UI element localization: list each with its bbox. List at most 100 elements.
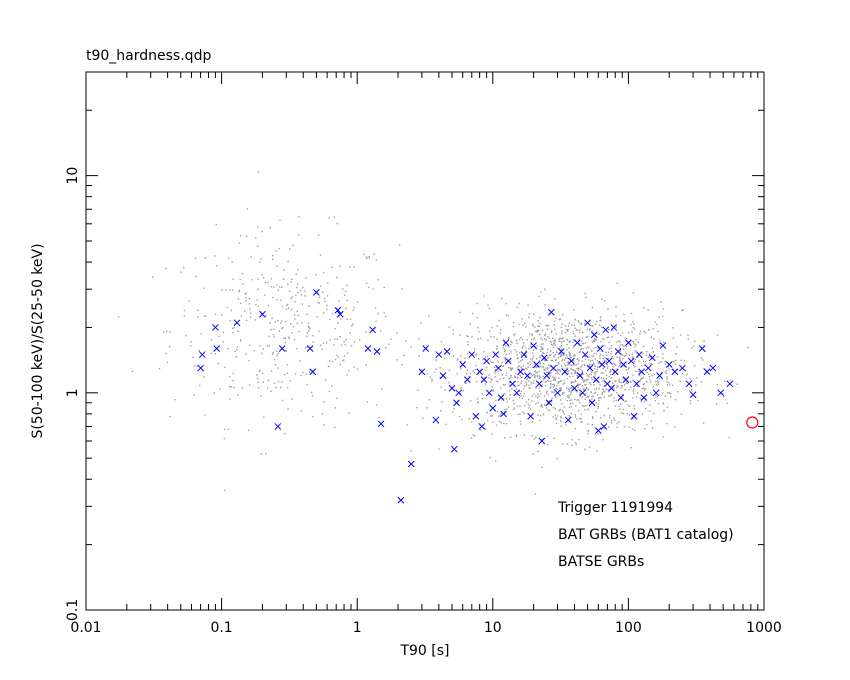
bat-point — [369, 326, 377, 334]
batse-point — [281, 327, 283, 330]
batse-point — [637, 341, 639, 343]
batse-point — [583, 389, 585, 391]
batse-point — [513, 403, 515, 405]
batse-point — [689, 400, 692, 402]
batse-point — [406, 424, 408, 426]
bat-point — [564, 416, 572, 424]
bat-point — [520, 351, 528, 358]
batse-point — [294, 301, 296, 303]
batse-point — [632, 397, 634, 399]
batse-point — [274, 321, 276, 323]
batse-point — [489, 360, 492, 362]
batse-point — [333, 216, 336, 218]
bat-point — [594, 427, 602, 434]
batse-point — [545, 392, 548, 394]
batse-point — [441, 401, 443, 403]
batse-point — [601, 350, 603, 353]
batse-point — [586, 336, 589, 338]
batse-point — [642, 345, 645, 348]
batse-point — [722, 393, 724, 395]
batse-point — [613, 362, 615, 364]
batse-point — [701, 359, 704, 361]
batse-point — [578, 410, 580, 412]
batse-point — [524, 356, 526, 359]
batse-point — [632, 390, 635, 392]
batse-point — [574, 319, 576, 321]
bat-point — [533, 361, 540, 368]
batse-point — [588, 347, 590, 349]
batse-point — [554, 328, 556, 331]
batse-point — [570, 406, 572, 408]
batse-point — [523, 412, 526, 415]
batse-point — [431, 378, 433, 380]
batse-point — [581, 385, 583, 387]
batse-point — [494, 376, 497, 378]
batse-point — [353, 266, 355, 268]
batse-point — [668, 392, 671, 394]
batse-point — [343, 341, 345, 343]
batse-point — [556, 368, 559, 370]
bat-point — [336, 310, 344, 318]
batse-point — [623, 426, 626, 428]
batse-point — [183, 315, 186, 317]
batse-point — [435, 359, 437, 361]
batse-point — [328, 360, 331, 362]
batse-point — [509, 436, 512, 439]
batse-point — [296, 347, 298, 350]
batse-point — [277, 380, 280, 383]
bat-point — [622, 376, 630, 383]
batse-point — [581, 396, 583, 398]
batse-point — [329, 339, 331, 341]
batse-point — [656, 356, 659, 358]
batse-point — [578, 438, 580, 441]
batse-point — [598, 397, 600, 399]
batse-point — [477, 327, 479, 329]
batse-point — [523, 342, 525, 344]
batse-point — [533, 376, 536, 378]
batse-point — [541, 329, 544, 332]
batse-point — [453, 408, 455, 410]
bat-point — [480, 376, 488, 383]
batse-point — [520, 366, 522, 368]
batse-point — [609, 395, 611, 397]
batse-point — [564, 325, 567, 327]
batse-point — [587, 432, 589, 435]
batse-point — [662, 357, 664, 359]
batse-point — [581, 364, 583, 367]
batse-point — [543, 352, 545, 354]
batse-point — [491, 433, 494, 435]
batse-point — [267, 304, 270, 307]
batse-point — [553, 388, 555, 390]
batse-point — [675, 359, 677, 362]
batse-point — [334, 338, 336, 340]
batse-point — [598, 333, 600, 335]
batse-point — [623, 345, 625, 347]
batse-point — [591, 363, 594, 366]
batse-point — [248, 303, 251, 305]
batse-point — [524, 352, 526, 354]
batse-point — [590, 391, 592, 393]
batse-point — [542, 414, 545, 416]
batse-point — [509, 394, 511, 396]
batse-point — [390, 338, 392, 340]
batse-point — [481, 397, 483, 400]
batse-point — [597, 368, 599, 371]
batse-point — [671, 384, 674, 386]
batse-point — [560, 399, 562, 401]
batse-point — [283, 373, 286, 376]
batse-point — [610, 368, 612, 371]
bat-point — [592, 376, 600, 383]
batse-point — [468, 375, 470, 378]
batse-point — [679, 334, 682, 336]
batse-point — [547, 348, 549, 351]
batse-point — [659, 345, 662, 347]
batse-point — [262, 348, 264, 350]
batse-point — [611, 355, 614, 358]
batse-point — [326, 304, 328, 307]
batse-point — [651, 347, 653, 349]
batse-point — [359, 339, 361, 341]
batse-point — [604, 382, 606, 384]
batse-point — [566, 399, 568, 402]
batse-point — [516, 405, 519, 408]
batse-point — [604, 344, 606, 347]
